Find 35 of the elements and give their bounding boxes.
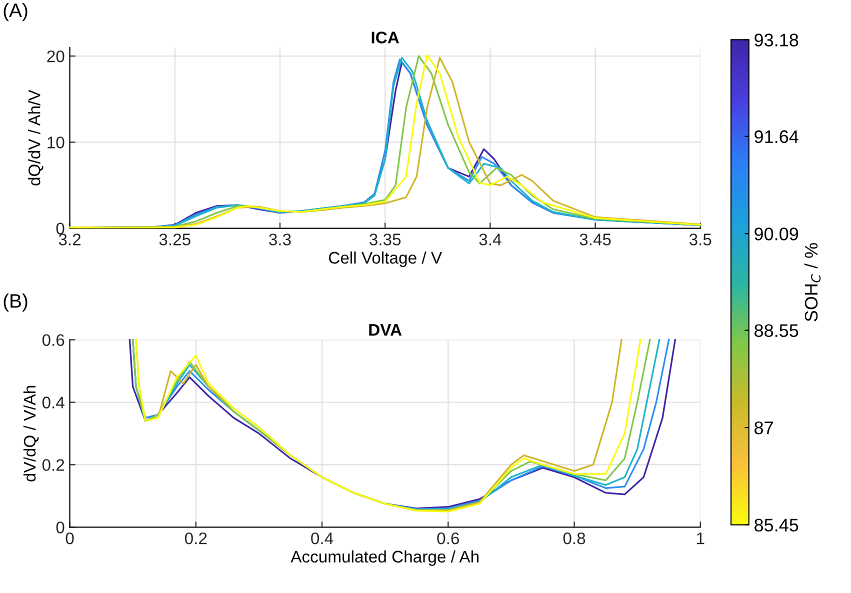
x-tick-label: 3.35 <box>369 234 401 246</box>
chart-title: ICA <box>372 32 399 44</box>
x-tick-label: 3.25 <box>159 234 190 246</box>
y-tick-label: 0.6 <box>42 334 64 346</box>
x-axis-title: Accumulated Charge / Ah <box>290 550 478 566</box>
color-bar-label: 85.45 <box>754 518 798 532</box>
y-tick-label: 0 <box>56 222 64 235</box>
x-tick-label: 0.2 <box>184 532 207 544</box>
x-tick-label: 0.4 <box>311 532 334 544</box>
y-tick-label: 20 <box>47 50 64 62</box>
color-bar-label: 91.64 <box>754 130 798 144</box>
color-bar-label: 90.09 <box>754 228 798 240</box>
x-tick-label: 3.2 <box>58 234 81 246</box>
y-tick-label: 0.4 <box>42 396 64 408</box>
color-bar-title: SOH$_{C}$ / % <box>804 243 821 322</box>
x-axis-title: Cell Voltage / V <box>328 251 442 268</box>
text: (A) <box>4 2 28 22</box>
x-tick-label: 1 <box>697 532 704 544</box>
color-bar-label: 87 <box>754 421 773 434</box>
text: (B) <box>4 294 28 312</box>
y-axis-title: dV/dQ / V/Ah <box>23 386 39 482</box>
x-tick-label: 0.6 <box>437 532 459 544</box>
color-bar-label: 93.18 <box>754 34 798 46</box>
y-axis-title: dQ/dV / Ah/V <box>28 90 44 186</box>
x-tick-label: 0.8 <box>563 532 586 544</box>
y-tick-label: 0.2 <box>42 459 64 471</box>
y-tick-label: 10 <box>48 136 64 148</box>
x-tick-label: 3.3 <box>269 234 291 246</box>
color-bar-label: 88.55 <box>754 324 798 337</box>
x-tick-label: 0 <box>66 532 74 544</box>
x-tick-label: 3.4 <box>479 234 502 246</box>
x-tick-label: 3.5 <box>689 234 712 246</box>
chart-title: DVA <box>369 324 402 336</box>
x-tick-label: 3.45 <box>580 234 611 246</box>
y-tick-label: 0 <box>56 522 64 534</box>
